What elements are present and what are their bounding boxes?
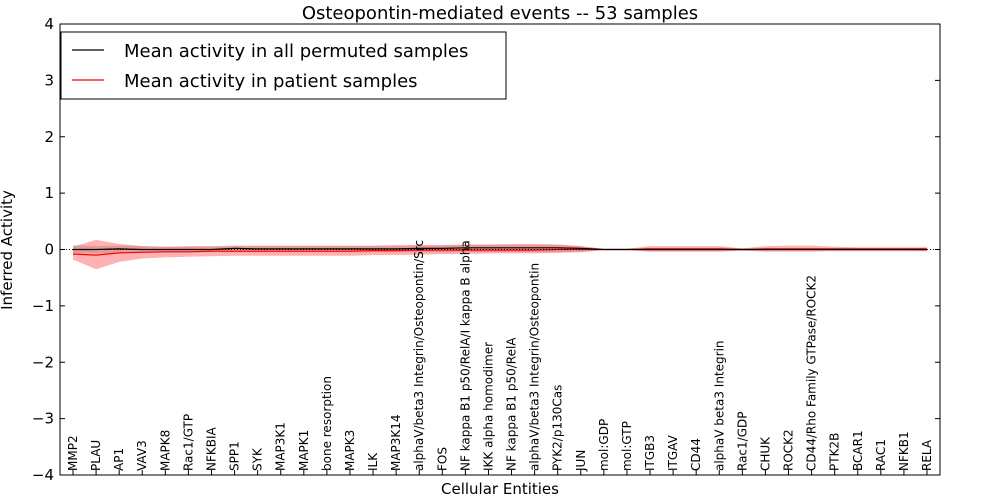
x-tick-label: Rac1/GDP xyxy=(735,412,749,471)
x-tick-label: CD44/Rho Family GTPase/ROCK2 xyxy=(805,275,819,471)
x-tick-label: MAPK3 xyxy=(343,430,357,471)
x-tick-label: Rac1/GTP xyxy=(181,414,195,471)
x-tick-label: PLAU xyxy=(89,440,103,471)
x-tick-label: IKK alpha homodimer xyxy=(481,342,495,471)
x-tick-label: bone resorption xyxy=(320,376,334,471)
x-tick-label: BCAR1 xyxy=(851,430,865,471)
x-tick-label: ITGB3 xyxy=(643,435,657,471)
x-tick-label: MAP3K14 xyxy=(389,414,403,471)
y-tick-label: 4 xyxy=(44,15,54,33)
x-tick-label: NF kappa B1 p50/RelA/I kappa B alpha xyxy=(458,240,472,471)
x-tick-label: ITGAV xyxy=(666,434,680,471)
x-tick-label: mol:GTP xyxy=(620,421,634,471)
x-tick-label: MAP3K1 xyxy=(274,422,288,471)
y-tick-label: −2 xyxy=(32,353,54,371)
chart-title: Osteopontin-mediated events -- 53 sample… xyxy=(302,3,698,24)
x-tick-label: PTK2B xyxy=(828,433,842,471)
y-tick-label: 1 xyxy=(44,184,54,202)
y-tick-label: −4 xyxy=(32,466,54,484)
x-tick-label: NF kappa B1 p50/RelA xyxy=(505,337,519,471)
x-tick-label: CD44 xyxy=(689,438,703,471)
confidence-band-patient xyxy=(73,239,927,270)
series-line-permuted xyxy=(73,247,927,251)
x-tick-label: mol:GDP xyxy=(597,419,611,471)
x-tick-label: alphaV/beta3 Integrin/Osteopontin xyxy=(528,263,542,471)
x-tick-label: MMP2 xyxy=(66,435,80,471)
x-tick-label: AP1 xyxy=(112,448,126,471)
x-tick-label: PYK2/p130Cas xyxy=(551,385,565,471)
y-tick-label: 2 xyxy=(44,128,54,146)
legend-label-patient: Mean activity in patient samples xyxy=(124,71,418,92)
x-tick-label: RELA xyxy=(920,439,934,471)
x-tick-label: ILK xyxy=(366,452,380,471)
y-tick-label: 3 xyxy=(44,71,54,89)
x-tick-label: CHUK xyxy=(758,436,772,471)
x-tick-label: RAC1 xyxy=(874,439,888,471)
x-tick-label: NFKBIA xyxy=(204,426,218,471)
legend-label-permuted: Mean activity in all permuted samples xyxy=(124,41,468,62)
x-tick-label: NFKB1 xyxy=(897,431,911,471)
y-tick-label: −3 xyxy=(32,410,54,428)
x-tick-label: ROCK2 xyxy=(782,429,796,471)
x-tick-label: SPP1 xyxy=(228,441,242,471)
y-axis-label: Inferred Activity xyxy=(0,190,16,310)
legend-box xyxy=(60,31,507,100)
x-tick-label: MAPK8 xyxy=(158,430,172,471)
legend: Mean activity in all permuted samples Me… xyxy=(60,31,507,100)
x-tick-label: VAV3 xyxy=(135,440,149,471)
y-tick-label: −1 xyxy=(32,297,54,315)
x-tick-label: MAPK1 xyxy=(297,430,311,471)
x-tick-label: SYK xyxy=(251,447,265,471)
y-tick-label: 0 xyxy=(44,241,54,259)
x-tick-label: alphaV/beta3 Integrin/Osteopontin/Src xyxy=(412,240,426,471)
x-tick-label: alphaV beta3 Integrin xyxy=(712,340,726,471)
x-tick-label: FOS xyxy=(435,447,449,471)
x-axis-label: Cellular Entities xyxy=(441,480,559,498)
x-tick-label: JUN xyxy=(574,450,588,472)
